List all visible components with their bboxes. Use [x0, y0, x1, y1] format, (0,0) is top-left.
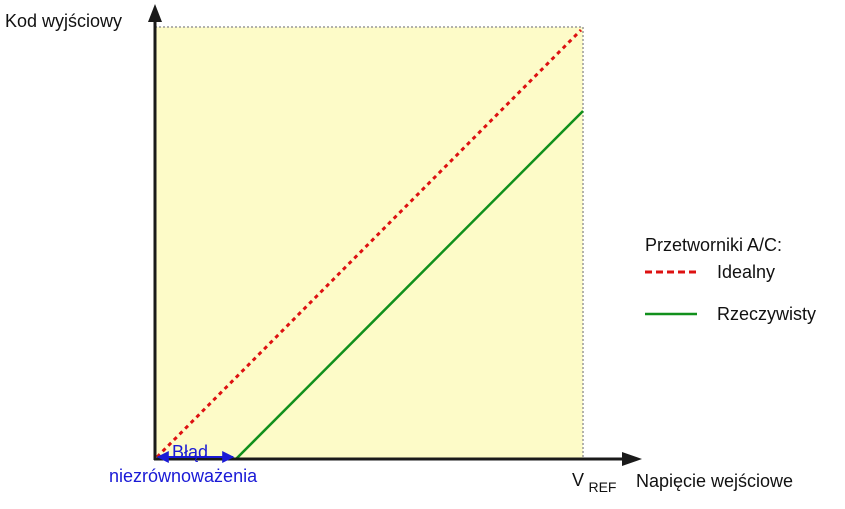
legend-actual-label: Rzeczywisty [717, 304, 816, 324]
legend-ideal-label: Idealny [717, 262, 775, 282]
vref-subscript: REF [588, 479, 616, 495]
legend: Przetworniki A/C: Idealny Rzeczywisty [645, 235, 816, 324]
offset-error-label-line1: Błąd [172, 442, 208, 462]
x-axis-arrowhead [622, 452, 642, 466]
x-axis-label: Napięcie wejściowe [636, 471, 793, 491]
y-axis-label: Kod wyjściowy [5, 11, 122, 31]
y-axis-arrowhead [148, 4, 162, 22]
vref-main: V [572, 470, 584, 490]
vref-label: V REF [572, 470, 616, 495]
actual-transfer-line [235, 110, 584, 460]
offset-error-label-line2: niezrównoważenia [109, 466, 258, 486]
legend-title: Przetworniki A/C: [645, 235, 782, 255]
